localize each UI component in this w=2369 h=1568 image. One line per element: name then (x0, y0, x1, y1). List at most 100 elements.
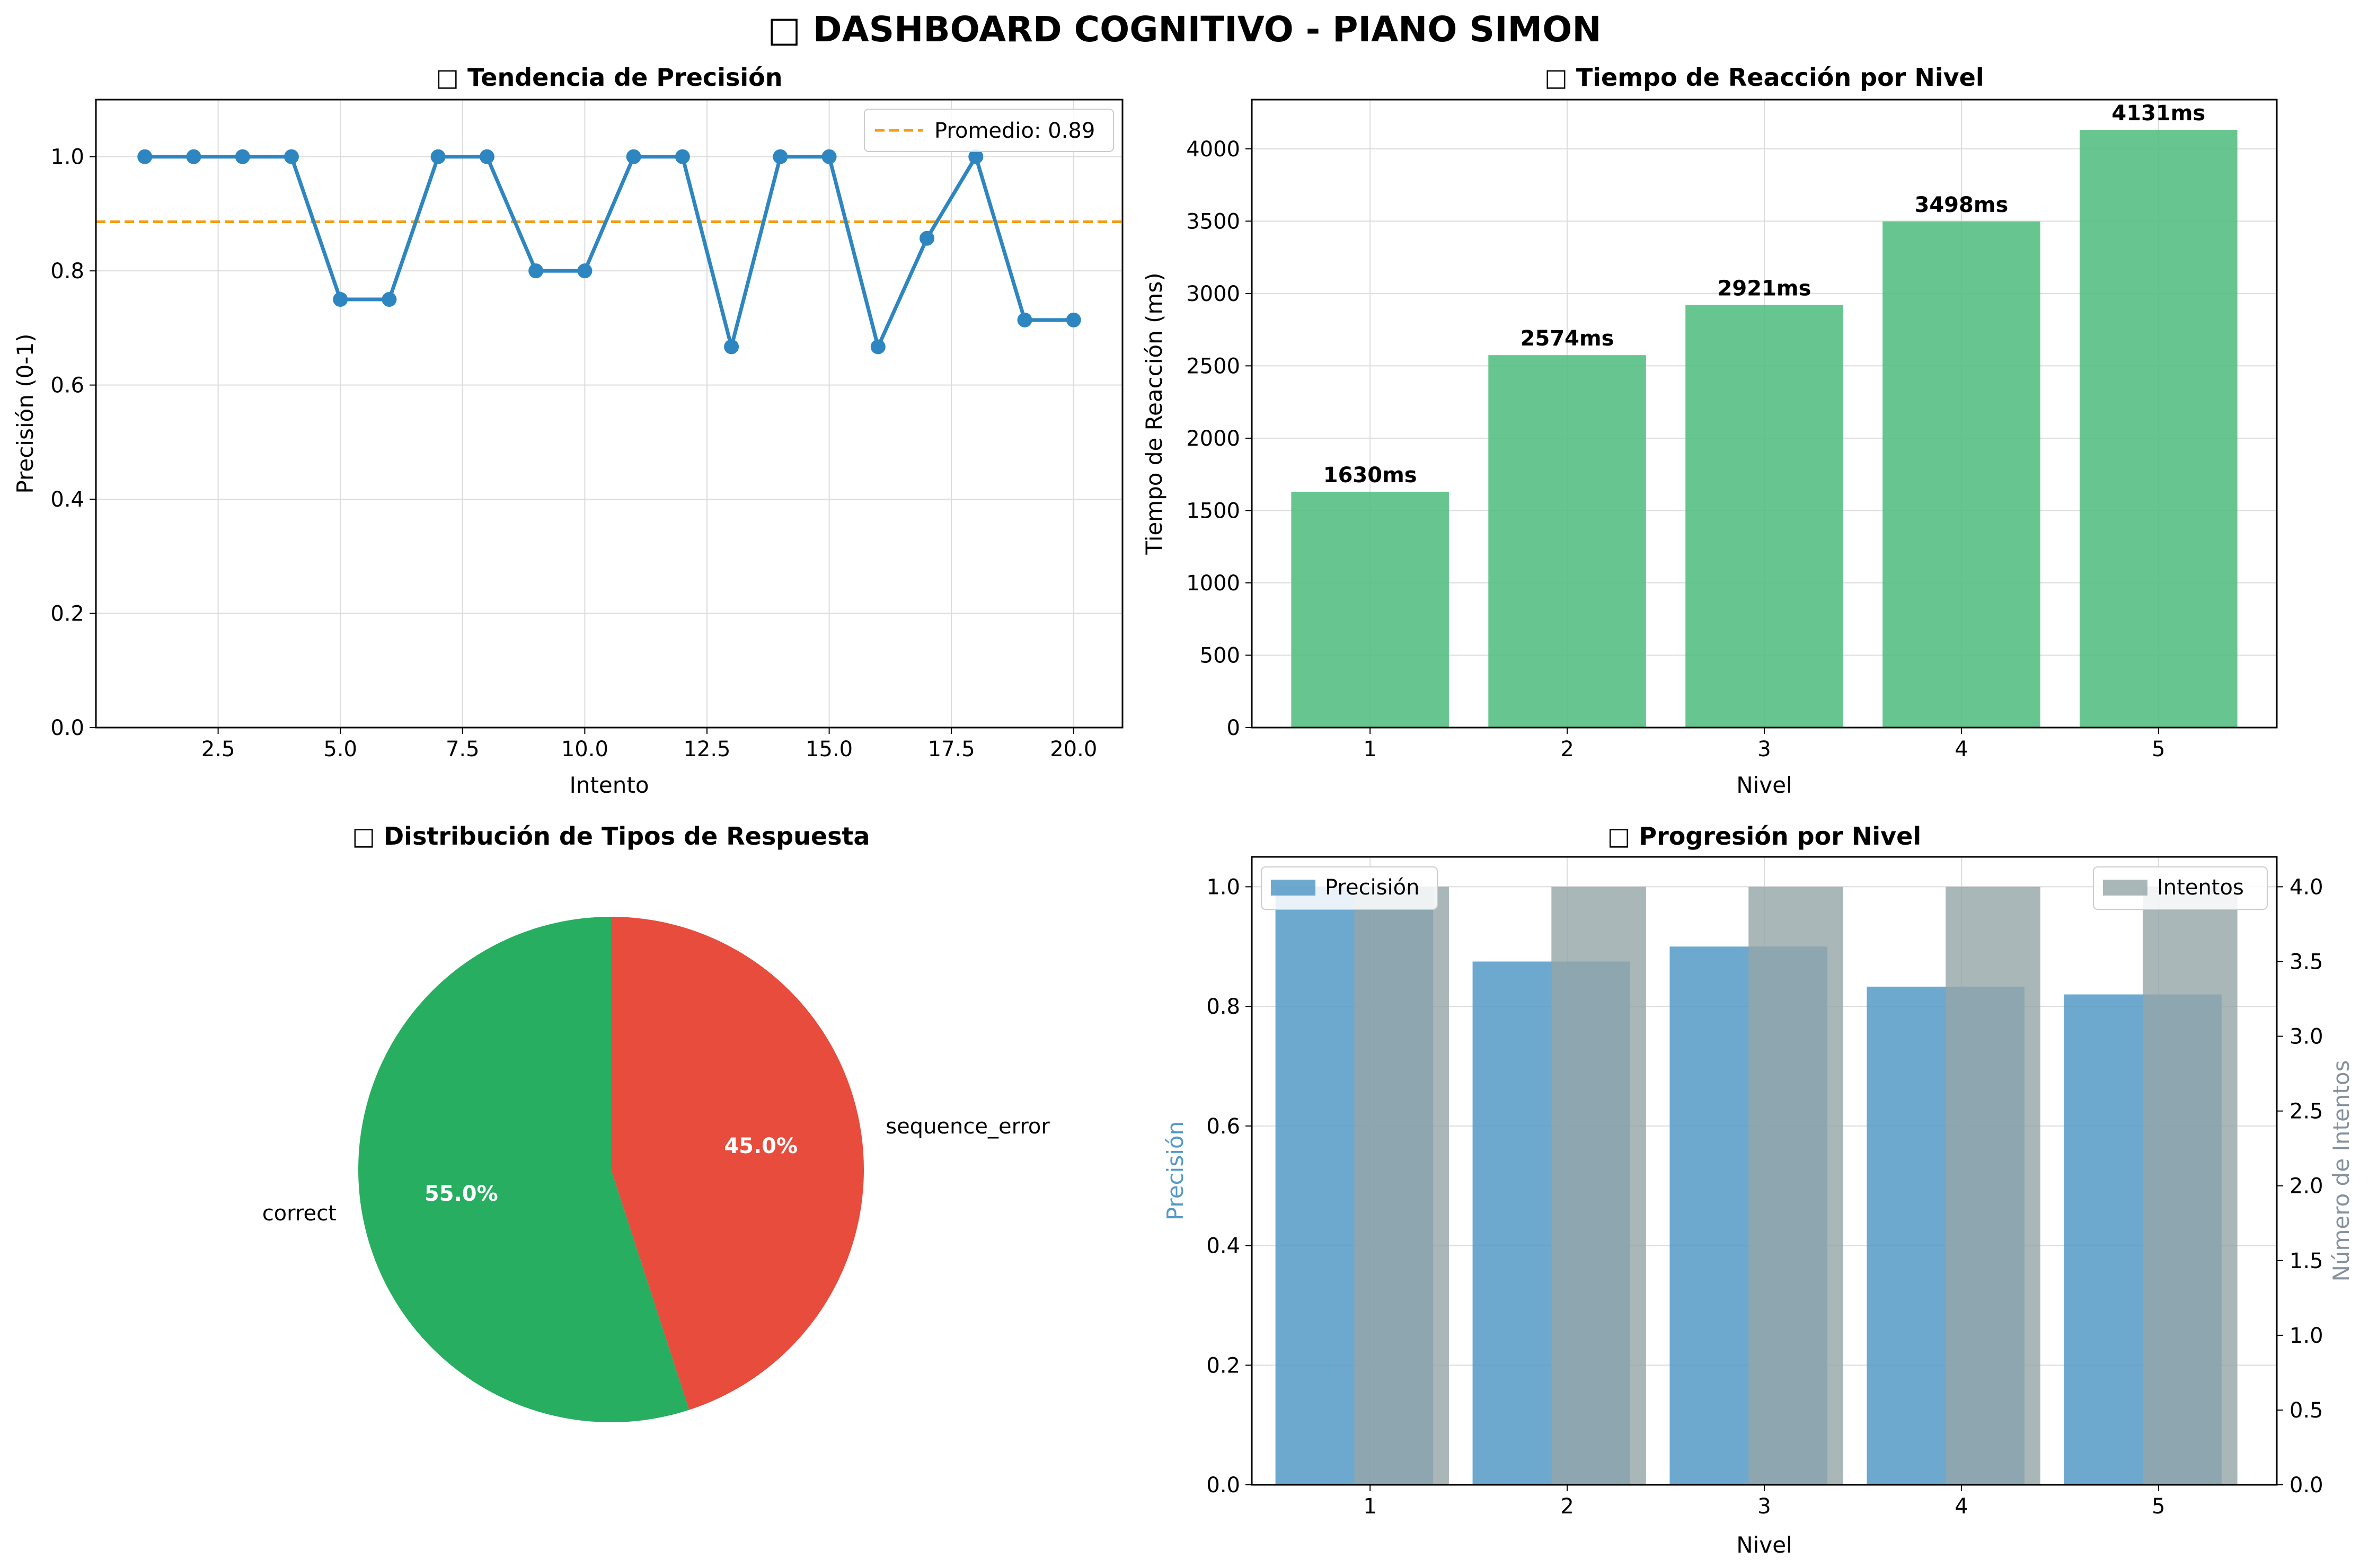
progression-y2-label: Número de Intentos (2328, 1060, 2354, 1281)
reaction-bar (1882, 221, 2040, 728)
accuracy-point (284, 149, 299, 164)
accuracy-point (137, 149, 153, 164)
accuracy-point (186, 149, 201, 164)
reaction-bar (1291, 491, 1449, 728)
accuracy-x-label: Intento (569, 772, 649, 798)
accuracy-legend-label: Promedio: 0.89 (934, 119, 1095, 143)
distribution-title: □ Distribución de Tipos de Respuesta (352, 822, 870, 851)
reaction-title: □ Tiempo de Reacción por Nivel (1544, 63, 1984, 92)
pie-slice (611, 917, 864, 1410)
attempts-bar (1748, 887, 1843, 1485)
progression-legend-precision-swatch (1271, 880, 1315, 896)
reaction-panel: 050010001500200025003000350040001630ms25… (1141, 63, 2278, 798)
progression-x-label: Nivel (1736, 1532, 1792, 1558)
accuracy-point (333, 292, 348, 307)
reaction-bar (1685, 305, 1843, 728)
reaction-y-tick-label: 0 (1227, 716, 1240, 740)
reaction-y-tick-label: 1000 (1186, 571, 1240, 596)
accuracy-x-tick-label: 17.5 (928, 737, 975, 761)
progression-legend-right-box (2093, 866, 2268, 910)
accuracy-point (920, 231, 935, 246)
progression-y-tick-label: 0.0 (1206, 1473, 1240, 1498)
reaction-y-tick-label: 3000 (1186, 282, 1240, 306)
reaction-x-tick-label: 1 (1363, 737, 1376, 761)
progression-legend-left-box (1261, 866, 1438, 910)
progression-y2-tick-label: 0.5 (2290, 1398, 2323, 1423)
reaction-y-tick-label: 2500 (1186, 354, 1240, 378)
attempts-bar (1551, 887, 1646, 1485)
reaction-x-tick-label: 2 (1560, 737, 1574, 761)
accuracy-x-tick-label: 20.0 (1050, 737, 1097, 761)
progression-title: □ Progresión por Nivel (1607, 822, 1921, 851)
dashboard-title: □ DASHBOARD COGNITIVO - PIANO SIMON (767, 9, 1601, 50)
progression-x-tick-label: 4 (1955, 1494, 1968, 1519)
reaction-bar (1488, 355, 1646, 728)
pie-slice-pct: 55.0% (425, 1182, 498, 1206)
progression-y2-tick-label: 0.0 (2290, 1473, 2323, 1498)
accuracy-point (773, 149, 788, 164)
distribution-panel: correct 55.0% sequence_error 45.0% □ Distrib… (262, 822, 1050, 1423)
progression-y2-tick-label: 1.0 (2290, 1324, 2323, 1348)
attempts-bar (2143, 887, 2238, 1485)
accuracy-x-tick-label: 7.5 (446, 737, 480, 761)
accuracy-point (430, 149, 446, 164)
accuracy-frame (95, 99, 1124, 729)
progression-x-tick-label: 3 (1757, 1494, 1771, 1519)
pie-slice-label: correct (262, 1201, 337, 1226)
reaction-y-tick-label: 3500 (1186, 209, 1240, 234)
progression-x-tick-label: 1 (1363, 1494, 1376, 1519)
accuracy-panel: 2.5 5.0 7.5 10.0 12.5 15.0 17.5 20.0 0.0 0.2 0.4 0.… (12, 63, 1124, 798)
accuracy-point (382, 292, 397, 307)
accuracy-point (821, 149, 837, 164)
reaction-x-label: Nivel (1736, 772, 1792, 798)
accuracy-y-tick-label: 0.8 (50, 259, 84, 284)
pie-slice (358, 917, 690, 1423)
progression-y-tick-label: 0.8 (1206, 995, 1240, 1019)
accuracy-y-tick-label: 0.0 (50, 716, 84, 740)
reaction-bar (2080, 130, 2238, 728)
progression-legend-attempts-swatch (2103, 880, 2147, 896)
progression-y-tick-label: 0.4 (1206, 1234, 1240, 1259)
accuracy-point (235, 149, 250, 164)
accuracy-x-tick-label: 5.0 (323, 737, 357, 761)
accuracy-y-tick-label: 0.6 (50, 374, 84, 398)
progression-y-tick-label: 0.6 (1206, 1114, 1240, 1139)
progression-y2-tick-label: 4.0 (2290, 875, 2323, 899)
pie-slice-pct: 45.0% (724, 1134, 798, 1158)
progression-legend-right: Intentos (2093, 866, 2268, 910)
progression-panel: 0.0 0.2 0.4 0.6 0.8 1.0 1 2 3 4 5 0.0 0.5 1.0 1.5 2.0 2.… (1162, 822, 2354, 1558)
accuracy-title: □ Tendencia de Precisión (436, 63, 783, 92)
progression-y-tick-label: 0.2 (1206, 1353, 1240, 1378)
reaction-y-tick-label: 2000 (1186, 427, 1240, 451)
accuracy-y-tick-label: 0.4 (50, 488, 84, 512)
progression-y2-tick-label: 3.0 (2290, 1025, 2323, 1049)
reaction-x-tick-label: 5 (2152, 737, 2165, 761)
accuracy-point (870, 339, 886, 355)
accuracy-point (675, 149, 690, 164)
progression-y2-tick-label: 2.5 (2290, 1100, 2323, 1124)
attempts-bar (1946, 887, 2040, 1485)
accuracy-y-tick-label: 0.2 (50, 602, 84, 626)
reaction-bar-label: 2921ms (1718, 276, 1811, 300)
reaction-bar-label: 1630ms (1323, 463, 1417, 488)
reaction-x-tick-label: 3 (1757, 737, 1771, 761)
reaction-bar-label: 2574ms (1521, 326, 1614, 351)
reaction-y-label: Tiempo de Reacción (ms) (1141, 272, 1167, 555)
reaction-y-tick-label: 1500 (1186, 499, 1240, 523)
progression-y-tick-label: 1.0 (1206, 875, 1240, 899)
reaction-bar-label: 4131ms (2111, 101, 2205, 126)
accuracy-legend-box (864, 109, 1114, 152)
accuracy-x-tick-label: 12.5 (683, 737, 730, 761)
progression-y2-tick-label: 3.5 (2290, 950, 2323, 975)
accuracy-point (528, 263, 544, 279)
reaction-y-tick-label: 4000 (1186, 137, 1240, 162)
accuracy-x-tick-label: 2.5 (201, 737, 235, 761)
reaction-bar-label: 3498ms (1915, 193, 2009, 217)
attempts-bar (1354, 887, 1449, 1485)
reaction-y-tick-label: 500 (1200, 643, 1240, 668)
accuracy-y-label: Precisión (0-1) (12, 333, 38, 493)
accuracy-point (724, 339, 739, 355)
accuracy-point (1017, 312, 1032, 327)
